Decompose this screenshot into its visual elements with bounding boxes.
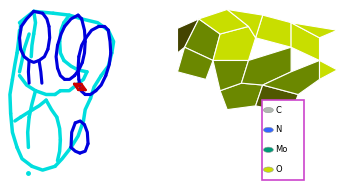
Polygon shape bbox=[320, 60, 337, 79]
Polygon shape bbox=[291, 23, 320, 60]
Text: O: O bbox=[275, 165, 282, 174]
Polygon shape bbox=[256, 15, 291, 47]
Polygon shape bbox=[213, 60, 248, 91]
Circle shape bbox=[263, 167, 273, 172]
Polygon shape bbox=[263, 60, 320, 94]
Text: Mo: Mo bbox=[275, 145, 288, 154]
Polygon shape bbox=[199, 9, 248, 34]
Polygon shape bbox=[241, 47, 291, 85]
Polygon shape bbox=[185, 19, 220, 60]
Polygon shape bbox=[291, 23, 337, 38]
Text: C: C bbox=[275, 106, 282, 115]
Polygon shape bbox=[256, 85, 298, 113]
Polygon shape bbox=[227, 9, 263, 38]
Circle shape bbox=[263, 147, 273, 152]
Bar bbox=[262, 100, 304, 180]
Polygon shape bbox=[178, 19, 199, 53]
Polygon shape bbox=[220, 83, 263, 110]
Polygon shape bbox=[178, 19, 199, 47]
Circle shape bbox=[263, 107, 273, 113]
Polygon shape bbox=[213, 26, 256, 60]
Circle shape bbox=[263, 127, 273, 133]
Polygon shape bbox=[178, 47, 213, 79]
Text: N: N bbox=[275, 125, 282, 134]
